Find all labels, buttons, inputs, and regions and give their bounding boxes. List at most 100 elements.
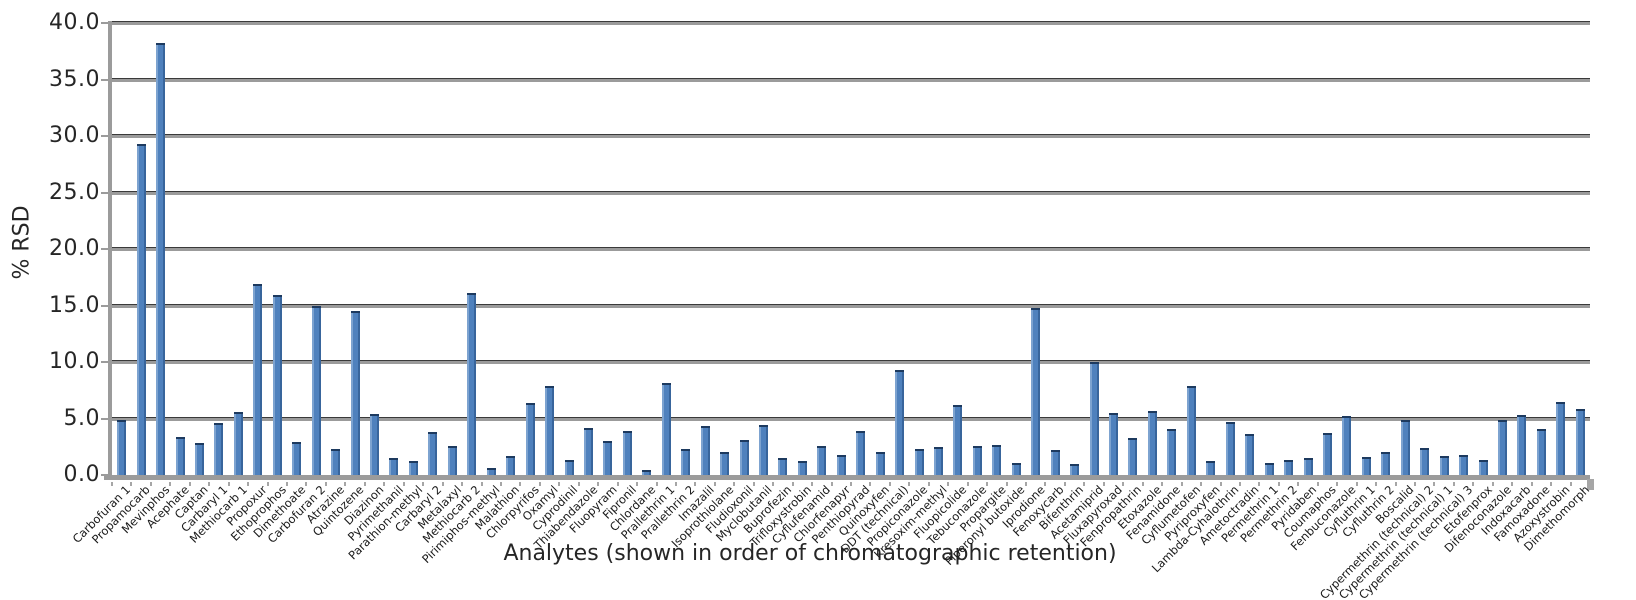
x-tick (616, 482, 619, 486)
bar (1186, 385, 1196, 475)
x-tick (383, 482, 386, 486)
x-tick (577, 482, 580, 486)
x-tick (130, 482, 133, 486)
x-tick (966, 482, 969, 486)
x-tick (986, 482, 989, 486)
x-tick (1277, 482, 1280, 486)
x-tick (247, 482, 250, 486)
y-tick-label: 20.0 (49, 236, 100, 261)
x-tick (1413, 482, 1416, 486)
x-tick (499, 482, 502, 486)
bar (525, 402, 535, 475)
x-tick (266, 482, 269, 486)
bar (603, 441, 613, 475)
bar (1322, 433, 1332, 475)
bar (622, 430, 632, 475)
x-tick (111, 482, 113, 486)
x-tick (305, 482, 308, 486)
gridline (112, 360, 1590, 364)
bar (1400, 419, 1410, 475)
bar (1556, 401, 1566, 475)
bar (331, 449, 341, 475)
bar (292, 442, 302, 475)
bar (506, 455, 516, 475)
y-tick-label: 30.0 (49, 123, 100, 148)
bar (1167, 428, 1177, 475)
x-tick (1550, 482, 1553, 486)
bar (778, 458, 788, 475)
bar (311, 305, 321, 475)
y-tick (101, 361, 108, 363)
bar (370, 413, 380, 475)
y-tick-label: 35.0 (49, 66, 100, 92)
bar (992, 444, 1002, 475)
y-tick (101, 474, 108, 476)
x-tick (1161, 482, 1164, 486)
bar (272, 295, 282, 475)
bar (1070, 463, 1080, 475)
x-tick (1316, 482, 1319, 486)
bar (1225, 421, 1235, 475)
bar (564, 460, 574, 475)
x-tick (461, 482, 464, 486)
bar (1264, 462, 1274, 475)
bar (1089, 362, 1099, 475)
x-tick (752, 482, 755, 486)
y-axis-line (108, 21, 112, 480)
y-tick (101, 191, 108, 194)
bar (1128, 437, 1138, 475)
x-tick (1025, 482, 1028, 486)
bar (700, 426, 710, 475)
x-tick (441, 482, 444, 486)
bar (1478, 460, 1488, 475)
bar (836, 454, 846, 475)
bar (214, 423, 224, 475)
x-tick (519, 482, 522, 486)
x-tick (538, 482, 541, 486)
bar (797, 461, 807, 475)
bar (350, 311, 360, 475)
x-tick (1491, 482, 1494, 486)
x-tick (733, 482, 736, 486)
y-tick-label: 5.0 (63, 405, 100, 431)
y-tick (101, 22, 108, 24)
x-tick (1044, 482, 1047, 486)
bar (1575, 409, 1585, 475)
x-tick (811, 482, 814, 486)
x-tick (1063, 482, 1066, 486)
x-tick (1452, 482, 1455, 486)
x-tick (1297, 482, 1300, 486)
bar (233, 411, 243, 475)
x-tick (344, 482, 347, 486)
x-axis-title: Analytes (shown in order of chromatograp… (503, 541, 1117, 566)
bar (195, 443, 204, 475)
y-tick (101, 304, 108, 307)
bar (758, 425, 768, 475)
bar (253, 284, 263, 475)
x-tick (1569, 482, 1572, 486)
x-tick (1005, 482, 1008, 486)
x-tick (1511, 482, 1514, 486)
x-tick (1336, 482, 1339, 486)
x-tick (188, 482, 191, 486)
x-tick (480, 482, 483, 486)
y-tick-label: 25.0 (49, 179, 100, 205)
x-tick (908, 482, 911, 486)
bar (681, 449, 691, 475)
x-axis-line (104, 475, 1590, 480)
x-tick (1083, 482, 1086, 486)
bar (1497, 419, 1507, 475)
y-tick (101, 417, 108, 420)
gridline (112, 247, 1590, 251)
bar (175, 436, 185, 475)
bar (1109, 412, 1119, 475)
x-tick (1258, 482, 1261, 486)
gridline (112, 416, 1590, 421)
bar (408, 461, 418, 475)
bar (1420, 447, 1430, 475)
x-tick (169, 482, 172, 486)
bar (1284, 460, 1294, 475)
bar (1245, 434, 1255, 475)
bar (136, 143, 146, 475)
